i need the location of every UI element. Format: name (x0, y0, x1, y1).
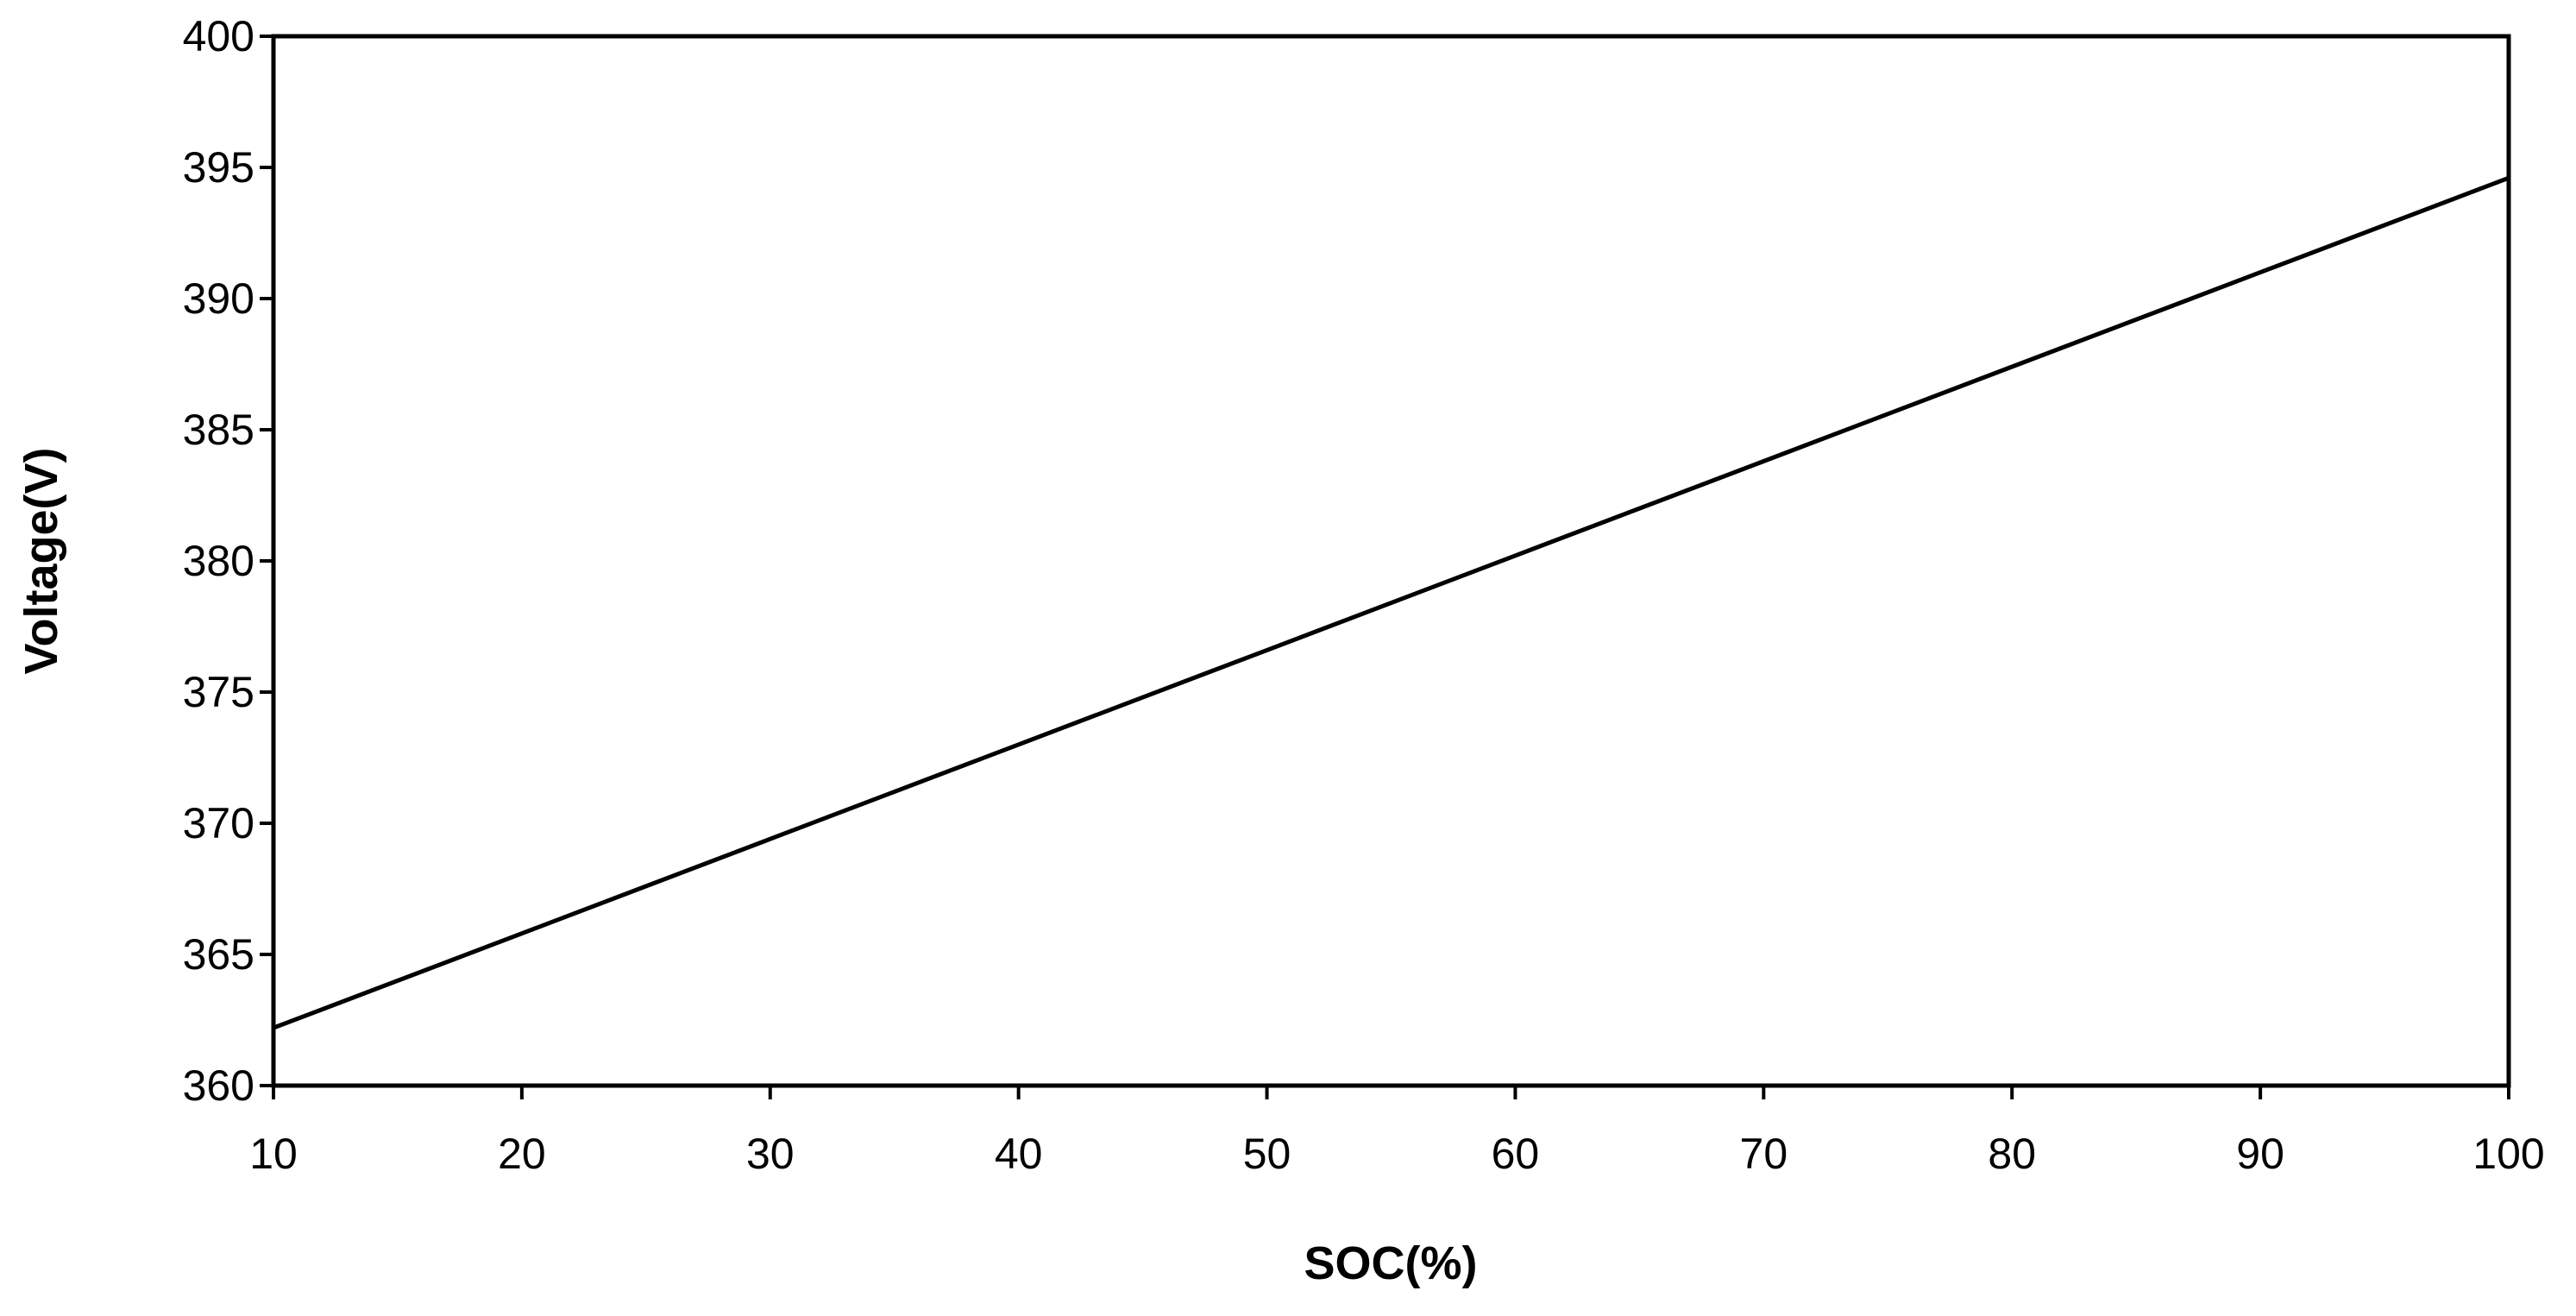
x-tick-label: 20 (498, 1130, 546, 1178)
x-tick-label: 50 (1243, 1130, 1291, 1178)
x-tick-label: 60 (1492, 1130, 1540, 1178)
y-tick-label: 365 (183, 930, 254, 979)
y-tick-label: 375 (183, 668, 254, 716)
y-tick-label: 390 (183, 274, 254, 323)
plot-area (271, 34, 2511, 1088)
x-axis-title: SOC(%) (1304, 1237, 1478, 1289)
x-tick-label: 70 (1740, 1130, 1788, 1178)
x-tick-label: 30 (746, 1130, 795, 1178)
series-line (273, 175, 2510, 1030)
y-tick-label: 385 (183, 406, 254, 454)
y-tick-label: 380 (183, 537, 254, 585)
series-layer (273, 175, 2510, 1030)
y-axis-title: Voltage(V) (16, 447, 67, 674)
y-tick-label: 360 (183, 1061, 254, 1110)
x-axis-ticks: 10 20 30 40 50 60 70 80 90 100 (249, 1086, 2545, 1178)
x-tick-label: 40 (995, 1130, 1043, 1178)
y-tick-label: 400 (183, 12, 254, 60)
y-axis-ticks: 360 365 370 375 380 385 390 395 400 (183, 12, 273, 1110)
x-tick-label: 10 (249, 1130, 298, 1178)
y-tick-label: 395 (183, 143, 254, 192)
y-tick-label: 370 (183, 799, 254, 847)
x-tick-label: 90 (2236, 1130, 2284, 1178)
x-tick-label: 100 (2472, 1130, 2544, 1178)
x-tick-label: 80 (1988, 1130, 2036, 1178)
